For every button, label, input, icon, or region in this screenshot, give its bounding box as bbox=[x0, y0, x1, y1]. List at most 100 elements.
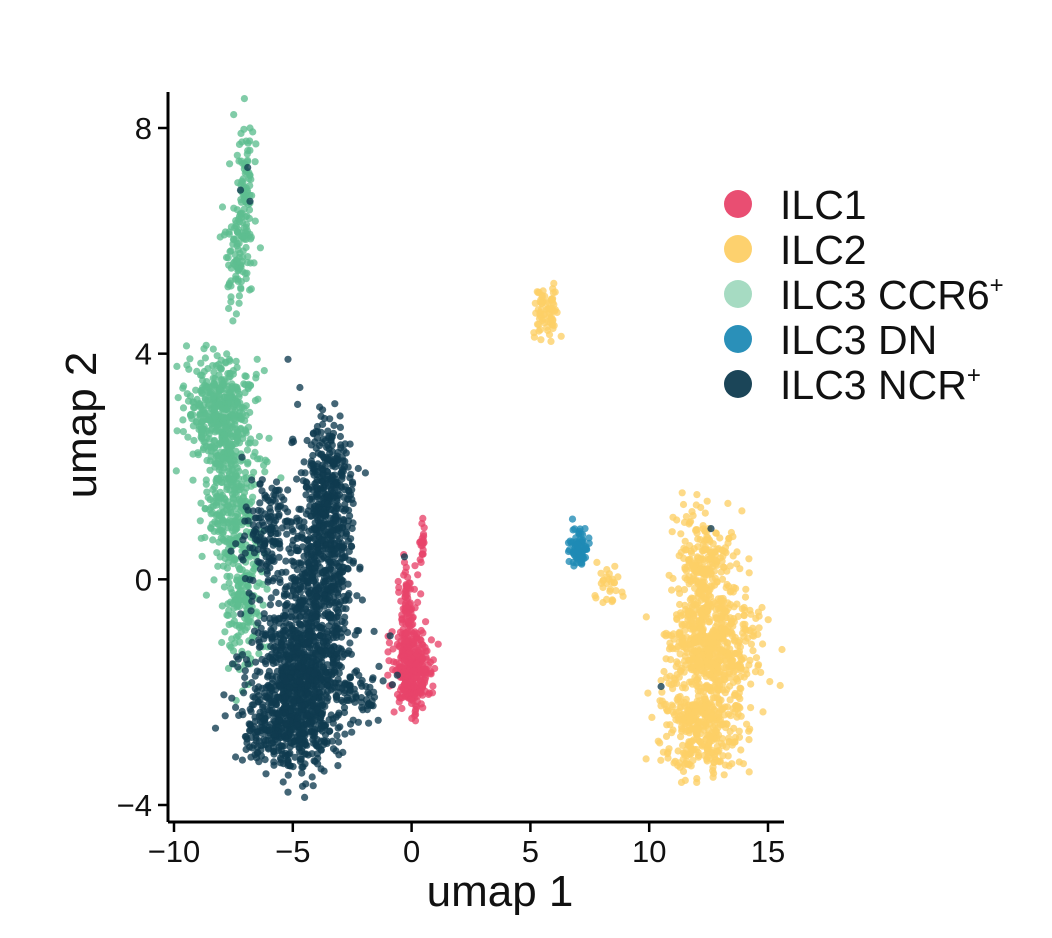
scatter-point bbox=[394, 577, 402, 586]
scatter-point bbox=[662, 732, 671, 741]
scatter-point bbox=[295, 708, 303, 717]
scatter-point bbox=[718, 575, 727, 583]
scatter-point bbox=[231, 517, 239, 525]
scatter-point bbox=[319, 406, 327, 414]
scatter-point bbox=[317, 722, 325, 730]
scatter-point bbox=[704, 753, 712, 761]
scatter-point bbox=[280, 590, 288, 598]
scatter-point bbox=[745, 727, 753, 735]
scatter-point bbox=[729, 668, 738, 676]
scatter-point bbox=[233, 479, 241, 487]
scatter-point bbox=[220, 519, 228, 527]
scatter-point bbox=[313, 513, 321, 522]
scatter-point bbox=[310, 669, 318, 678]
scatter-point bbox=[296, 755, 305, 763]
scatter-point bbox=[687, 601, 695, 609]
scatter-point bbox=[279, 778, 287, 786]
scatter-point bbox=[403, 671, 411, 679]
scatter-point bbox=[666, 639, 674, 647]
scatter-point bbox=[221, 628, 229, 636]
scatter-point bbox=[644, 689, 652, 697]
scatter-point bbox=[256, 244, 264, 252]
scatter-point bbox=[304, 638, 312, 646]
scatter-point bbox=[321, 414, 329, 423]
scatter-point bbox=[303, 436, 311, 445]
scatter-point bbox=[260, 536, 268, 544]
scatter-point bbox=[297, 689, 305, 698]
scatter-point bbox=[323, 661, 331, 669]
scatter-point bbox=[305, 593, 314, 601]
scatter-point bbox=[349, 480, 357, 488]
scatter-point bbox=[611, 562, 619, 570]
scatter-point bbox=[316, 529, 324, 537]
scatter-point bbox=[719, 563, 728, 571]
scatter-point bbox=[221, 495, 229, 504]
scatter-point bbox=[749, 647, 757, 655]
scatter-point bbox=[404, 618, 412, 626]
scatter-point bbox=[314, 428, 322, 436]
scatter-point bbox=[271, 730, 279, 738]
scatter-point bbox=[276, 652, 284, 660]
scatter-point bbox=[342, 605, 350, 613]
scatter-point bbox=[214, 520, 222, 529]
scatter-point bbox=[689, 746, 697, 754]
scatter-point bbox=[323, 493, 331, 501]
scatter-point bbox=[249, 493, 257, 501]
scatter-point bbox=[736, 643, 745, 651]
scatter-point bbox=[241, 673, 249, 682]
scatter-point bbox=[271, 717, 279, 726]
scatter-point bbox=[415, 642, 423, 650]
scatter-point bbox=[721, 689, 729, 697]
scatter-point bbox=[735, 727, 743, 735]
scatter-point bbox=[326, 415, 334, 423]
scatter-point bbox=[703, 607, 712, 615]
scatter-point bbox=[301, 793, 309, 802]
scatter-point bbox=[251, 685, 259, 693]
scatter-point bbox=[302, 491, 310, 499]
scatter-point bbox=[284, 355, 292, 363]
legend-label: ILC2 bbox=[780, 227, 867, 273]
scatter-point bbox=[709, 563, 717, 571]
scatter-point bbox=[234, 632, 242, 640]
scatter-point bbox=[745, 736, 753, 744]
scatter-point bbox=[202, 476, 210, 484]
scatter-point bbox=[232, 310, 240, 318]
scatter-point bbox=[260, 542, 269, 550]
scatter-point bbox=[707, 569, 715, 577]
scatter-point bbox=[241, 667, 249, 675]
scatter-point bbox=[329, 661, 337, 669]
scatter-point bbox=[275, 599, 283, 608]
x-tick-label: −10 bbox=[148, 834, 201, 869]
scatter-point bbox=[307, 461, 315, 469]
scatter-point bbox=[212, 362, 220, 370]
scatter-point bbox=[574, 547, 582, 555]
scatter-point bbox=[240, 404, 248, 412]
scatter-point bbox=[325, 432, 333, 440]
scatter-point bbox=[332, 517, 340, 525]
scatter-point bbox=[411, 562, 419, 570]
scatter-point bbox=[293, 475, 301, 483]
scatter-point bbox=[708, 583, 716, 591]
scatter-point bbox=[348, 728, 356, 736]
scatter-point bbox=[354, 464, 362, 473]
scatter-point bbox=[325, 563, 333, 571]
scatter-point bbox=[270, 758, 278, 766]
scatter-point bbox=[244, 517, 252, 525]
scatter-point bbox=[431, 664, 439, 673]
scatter-point bbox=[419, 530, 428, 538]
scatter-point bbox=[538, 293, 546, 301]
scatter-point bbox=[200, 444, 208, 452]
scatter-point bbox=[209, 345, 217, 353]
scatter-point bbox=[328, 737, 336, 745]
scatter-point bbox=[747, 704, 755, 712]
scatter-point bbox=[246, 124, 254, 132]
scatter-point bbox=[294, 400, 302, 408]
scatter-point bbox=[243, 446, 251, 454]
scatter-point bbox=[728, 662, 736, 670]
scatter-point bbox=[675, 673, 683, 681]
scatter-point bbox=[250, 627, 259, 635]
scatter-point bbox=[202, 341, 210, 349]
scatter-point bbox=[705, 652, 713, 660]
scatter-point bbox=[740, 603, 748, 612]
scatter-point bbox=[685, 556, 693, 564]
